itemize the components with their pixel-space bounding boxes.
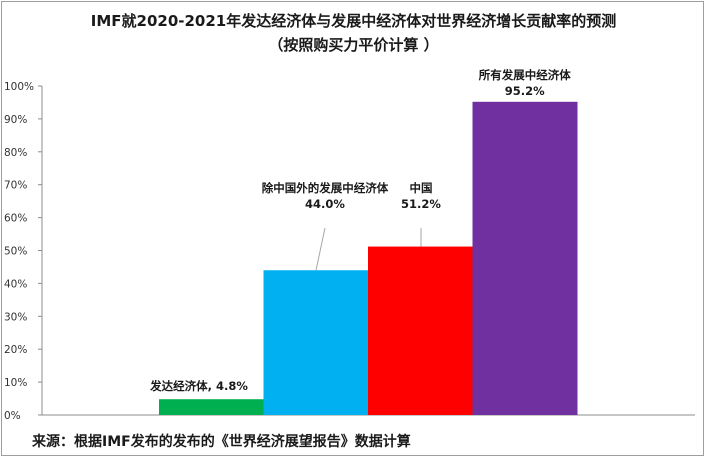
data-label-1: 发达经济体, 4.8% (149, 379, 248, 393)
y-tick-label: 70% (4, 180, 27, 192)
data-label-4-line-1: 所有发展中经济体 (479, 68, 571, 82)
bar-1 (159, 399, 264, 415)
y-tick-label: 40% (4, 278, 27, 290)
y-tick-label: 0% (4, 410, 21, 422)
bar-4 (472, 101, 578, 416)
y-tick-label: 90% (4, 114, 27, 126)
data-label-2-line-2: 44.0% (305, 197, 345, 211)
y-tick-label: 50% (4, 246, 27, 258)
data-label-3-line-2: 51.2% (401, 197, 441, 211)
chart-subtitle: （按照购买力平价计算 ） (268, 36, 439, 54)
data-label-3-line-1: 中国 (410, 181, 433, 195)
y-tick-label: 20% (4, 344, 27, 356)
y-tick-label: 80% (4, 147, 27, 159)
source-note: 来源：根据IMF发布的发布的《世界经济展望报告》数据计算 (32, 434, 411, 450)
bar-2 (263, 270, 369, 415)
leader-line-2 (315, 227, 326, 271)
data-label-2-line-1: 除中国外的发展中经济体 (262, 181, 389, 195)
y-tick-label: 100% (4, 81, 34, 93)
y-tick-label: 30% (4, 311, 27, 323)
y-tick-label: 10% (4, 377, 27, 389)
bar-3 (368, 246, 473, 415)
chart-title: IMF就2020-2021年发达经济体与发展中经济体对世界经济增长贡献率的预测 (90, 12, 617, 30)
data-label-4-line-2: 95.2% (505, 84, 545, 98)
y-tick-label: 60% (4, 213, 27, 225)
